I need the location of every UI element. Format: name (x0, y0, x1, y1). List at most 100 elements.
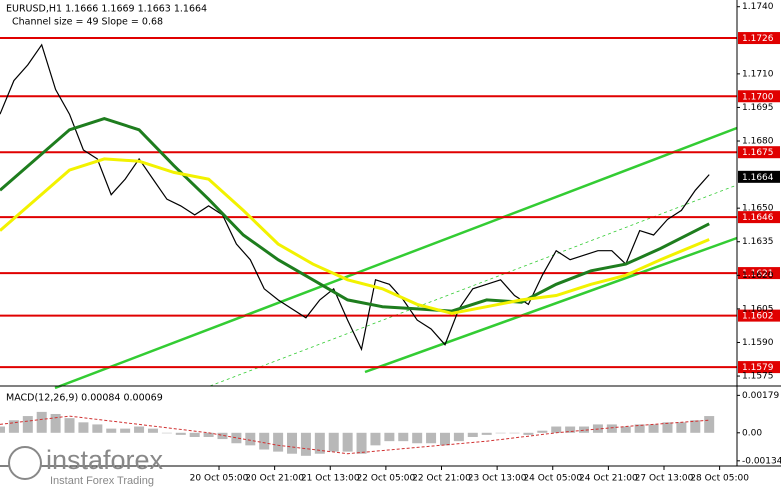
watermark-tagline: Instant Forex Trading (50, 475, 154, 487)
macd-bar (231, 432, 242, 444)
macd-bar (690, 420, 701, 433)
y-tick-label: 1.1710 (742, 69, 774, 79)
macd-bar (217, 432, 228, 440)
x-tick-label: 22 Oct 05:00 (357, 474, 416, 484)
y-tick-label: 0.00179 (742, 391, 779, 401)
macd-bar (426, 432, 437, 444)
macd-bar (579, 426, 590, 433)
channel-middle (209, 184, 738, 387)
x-tick-label: 21 Oct 13:00 (301, 474, 360, 484)
watermark-brand: instaforex (46, 445, 164, 475)
signal-line (0, 415, 710, 455)
y-tick-label: 1.1635 (742, 237, 774, 247)
macd-bar (453, 432, 464, 442)
x-tick-label: 20 Oct 05:00 (190, 474, 249, 484)
macd-bar (439, 432, 450, 446)
level-label-box (738, 32, 780, 45)
macd-title: MACD(12,26,9) 0.00084 0.00069 (6, 393, 163, 404)
macd-bar (300, 432, 311, 456)
last-price-label: 1.1664 (742, 173, 774, 183)
y-tick-label: 0.00 (742, 428, 762, 438)
x-tick-label: 24 Oct 21:00 (579, 474, 638, 484)
last-price-box (738, 170, 780, 183)
macd-bar (203, 432, 214, 437)
level-label: 1.1602 (742, 312, 774, 322)
x-tick-label: 20 Oct 21:00 (245, 474, 304, 484)
macd-bar (495, 432, 506, 434)
y-tick-label: 1.1590 (742, 338, 774, 348)
level-label-box (738, 309, 780, 322)
price-line (0, 43, 710, 352)
moving-average (0, 157, 710, 315)
macd-bar (648, 424, 659, 433)
y-tick-label: 1.1695 (742, 103, 774, 113)
y-tick-label: 1.1605 (742, 304, 774, 314)
macd-bar (245, 432, 256, 446)
level-label: 1.1726 (742, 34, 774, 44)
moving-average (0, 117, 710, 313)
macd-bar (551, 426, 562, 433)
level-label-box (738, 361, 780, 374)
macd-bar (161, 432, 172, 434)
y-tick-label: 1.1650 (742, 204, 774, 214)
macd-bar (78, 422, 89, 433)
x-tick-label: 23 Oct 13:00 (468, 474, 527, 484)
macd-bar (412, 432, 423, 444)
macd-bar (189, 432, 200, 437)
macd-bar (259, 432, 270, 450)
level-label-box (738, 146, 780, 159)
y-tick-label: 1.1680 (742, 137, 774, 147)
x-tick-label: 24 Oct 05:00 (523, 474, 582, 484)
macd-bar (620, 426, 631, 433)
channel-upper (54, 126, 738, 390)
level-label-box (738, 211, 780, 224)
macd-bar (523, 432, 534, 435)
chart-subtitle: Channel size = 49 Slope = 0.68 (12, 17, 163, 28)
level-label: 1.1621 (742, 269, 774, 279)
macd-bar (22, 416, 33, 433)
level-label: 1.1700 (742, 92, 774, 102)
x-tick-label: 28 Oct 05:00 (690, 474, 749, 484)
macd-bar (509, 432, 520, 434)
macd-bar (481, 432, 492, 435)
macd-bar (147, 428, 158, 433)
channel-lower (364, 236, 738, 374)
y-tick-label: 1.1740 (742, 2, 774, 12)
macd-bar (342, 432, 353, 452)
logo: instaforex Instant Forex Trading (8, 445, 164, 487)
macd-bar (704, 416, 715, 433)
y-tick-label: 1.1575 (742, 372, 774, 382)
macd-bar (328, 432, 339, 452)
level-label: 1.1579 (742, 363, 774, 373)
macd-bar (662, 422, 673, 433)
level-label-box (738, 267, 780, 280)
x-tick-label: 27 Oct 13:00 (635, 474, 694, 484)
level-label: 1.1675 (742, 148, 774, 158)
level-label: 1.1646 (742, 213, 774, 223)
macd-bar (120, 428, 131, 433)
macd-bar (175, 432, 186, 435)
macd-bar (50, 413, 61, 433)
macd-bar (8, 420, 19, 433)
macd-bar (134, 426, 145, 433)
macd-bar (676, 422, 687, 433)
macd-bar (398, 432, 409, 442)
macd-bar (0, 426, 5, 433)
macd-bar (106, 428, 117, 433)
macd-bar (565, 426, 576, 433)
level-label-box (738, 90, 780, 103)
macd-bar (467, 432, 478, 437)
macd-bar (537, 430, 548, 433)
macd-bar (314, 432, 325, 454)
macd-bar (370, 432, 381, 446)
y-tick-label: 1.1620 (742, 271, 774, 281)
macd-bar (634, 424, 645, 433)
macd-bar (356, 432, 367, 454)
x-tick-label: 22 Oct 21:00 (412, 474, 471, 484)
y-tick-label: -0.00134 (742, 456, 781, 466)
macd-bar (273, 432, 284, 452)
macd-bar (64, 418, 75, 433)
logo-icon (8, 446, 42, 480)
